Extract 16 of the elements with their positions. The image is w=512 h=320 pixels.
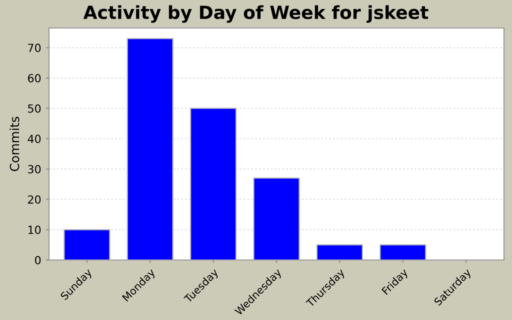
y-tick-label: 40 [28,134,41,144]
bar [380,244,426,260]
bar [126,38,174,260]
y-tick-label: 50 [28,104,41,113]
y-tick-label: 60 [28,74,41,82]
bar [253,178,300,260]
bar [64,229,110,260]
y-tick-label: 0 [35,256,41,264]
y-tick-label: 70 [28,44,41,52]
bar [316,244,363,260]
y-axis-title: Commits [10,116,20,172]
chart-title: Activity by Day of Week for jskeet [83,5,428,23]
bar [190,108,237,260]
y-tick-label: 30 [28,164,41,174]
y-tick-label: 20 [28,195,41,204]
y-tick-label: 10 [28,226,41,234]
